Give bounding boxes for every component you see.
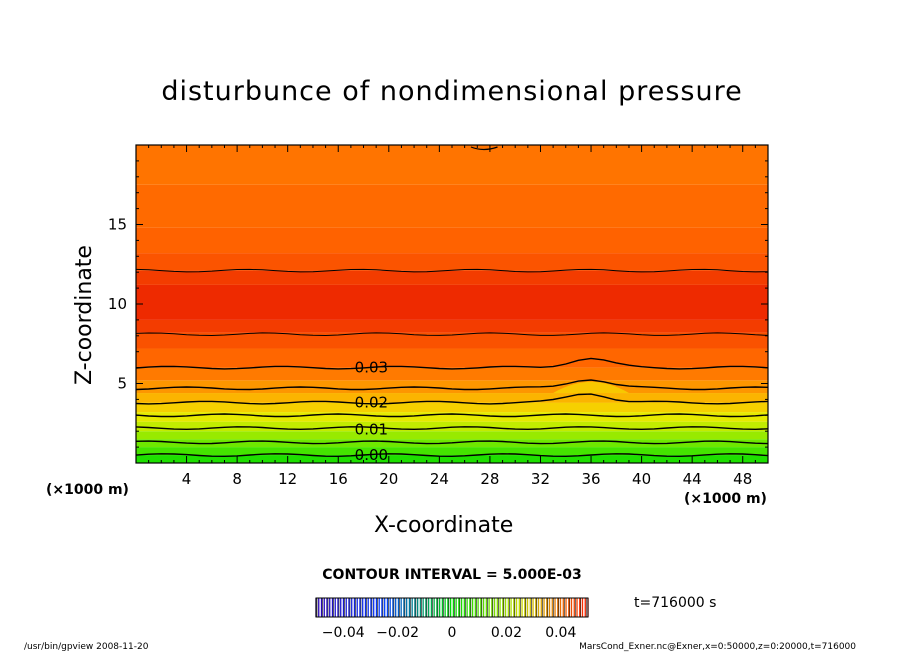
contour-label: 0.01 [355, 421, 388, 439]
x-tick-label: 16 [329, 470, 348, 488]
contour-line [136, 413, 768, 418]
contour-band [136, 270, 768, 285]
x-tick-label: 20 [379, 470, 398, 488]
contour-labels: 0.03 0.02 0.01 0.00 [355, 359, 388, 464]
y-tick-label: 5 [117, 375, 127, 393]
contour-line [470, 146, 498, 151]
chart-title: disturbunce of nondimensional pressure [161, 76, 743, 107]
contour-band [136, 412, 768, 422]
contour-band [136, 447, 768, 456]
x-tick-label: 32 [531, 470, 550, 488]
contour-bulge [553, 381, 629, 394]
contour-interval: CONTOUR INTERVAL = 5.000E-03 [322, 567, 582, 583]
x-tick-label: 36 [581, 470, 600, 488]
x-tick-label: 8 [232, 470, 242, 488]
contour-band [136, 421, 768, 432]
y-axis-label: Z-coordinate [72, 245, 97, 385]
contour-lines [136, 146, 768, 458]
y-tick-label: 15 [108, 216, 127, 234]
x-axis-label: X-coordinate [374, 513, 514, 538]
contour-line [136, 453, 768, 458]
contour-band [136, 145, 768, 185]
contour-line [136, 426, 768, 431]
y-tick-label: 10 [108, 295, 127, 313]
contour-band [136, 431, 768, 440]
x-tick-label: 24 [430, 470, 449, 488]
x-tick-label: 44 [683, 470, 702, 488]
x-tick-label: 4 [182, 470, 192, 488]
contour-band [136, 332, 768, 349]
x-tick-label: 12 [278, 470, 297, 488]
x-tick-label: 40 [632, 470, 651, 488]
colorbar: −0.04 −0.02 0 0.02 0.04 [315, 597, 589, 641]
contour-band [136, 455, 768, 463]
contour-band [136, 393, 768, 403]
x-tick-label: 28 [480, 470, 499, 488]
contour-line [136, 357, 768, 370]
contour-band [136, 253, 768, 271]
contour-line [136, 332, 768, 337]
colorbar-tick-label: 0.02 [491, 625, 522, 641]
colorbar-tick-label: 0.04 [545, 625, 576, 641]
contour-line [136, 268, 768, 273]
contour-label: 0.00 [355, 446, 388, 464]
contour-band [136, 227, 768, 254]
contour-label: 0.02 [355, 394, 388, 412]
colorbar-tick-label: 0 [448, 625, 457, 641]
contour-band [136, 319, 768, 333]
contour-band [136, 348, 768, 368]
colorbar-tick-label: −0.04 [322, 625, 365, 641]
contour-fills [136, 145, 768, 463]
time-label: t=716000 s [634, 595, 717, 611]
contour-band [136, 284, 768, 320]
x-unit-left: (×1000 m) [46, 482, 129, 498]
contour-band [136, 402, 768, 413]
contour-line [136, 379, 768, 391]
contour-label: 0.03 [355, 359, 388, 377]
footer-right: MarsCond_Exner.nc@Exner,x=0:50000,z=0:20… [579, 642, 856, 652]
x-tick-label: 48 [733, 470, 752, 488]
colorbar-tick-label: −0.02 [376, 625, 419, 641]
contour-line [136, 393, 768, 405]
footer-left: /usr/bin/gpview 2008-11-20 [24, 642, 149, 652]
contour-line [136, 440, 768, 445]
contour-band [136, 380, 768, 394]
x-unit-right: (×1000 m) [684, 491, 767, 507]
contour-band [136, 184, 768, 228]
colorbar-frame [315, 597, 589, 618]
contour-band [136, 367, 768, 381]
